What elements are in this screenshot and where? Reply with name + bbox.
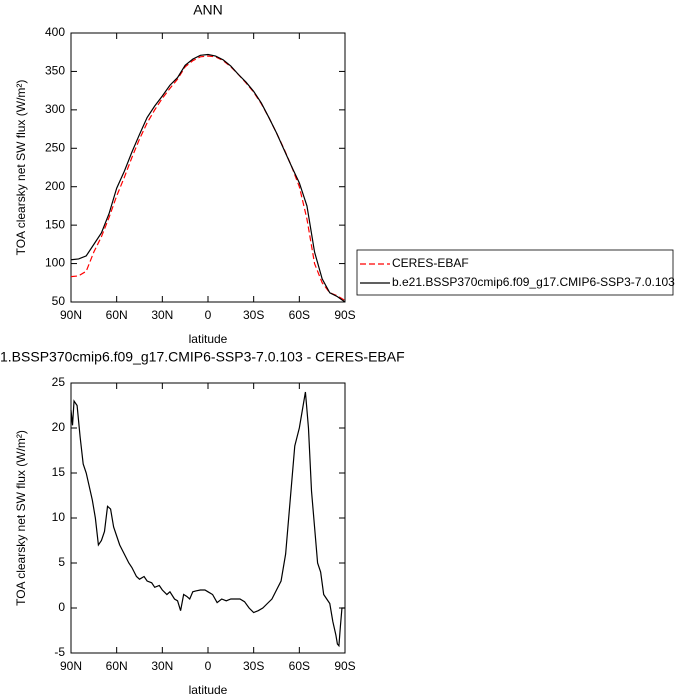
legend-label: b.e21.BSSP370cmip6.f09_g17.CMIP6-SSP3-7.… bbox=[392, 275, 675, 289]
y-tick-label: -5 bbox=[54, 645, 65, 659]
y-tick-label: 250 bbox=[45, 140, 65, 154]
legend-box bbox=[356, 249, 674, 296]
data-line bbox=[70, 55, 346, 301]
chart-title: ANN bbox=[193, 2, 223, 18]
x-tick-label: 0 bbox=[205, 659, 212, 673]
y-tick-label: 25 bbox=[52, 375, 66, 389]
legend-label: CERES-EBAF bbox=[392, 256, 469, 270]
y-tick-label: 5 bbox=[58, 555, 65, 569]
x-tick-label: 90S bbox=[334, 659, 355, 673]
y-tick-label: 20 bbox=[52, 420, 66, 434]
y-tick-label: 10 bbox=[52, 510, 66, 524]
y-tick-label: 200 bbox=[45, 179, 65, 193]
x-tick-label: 60S bbox=[289, 308, 310, 322]
x-tick-label: 60N bbox=[106, 659, 128, 673]
y-tick-label: 400 bbox=[45, 25, 65, 39]
x-tick-label: 90N bbox=[60, 659, 82, 673]
y-axis-label: TOA clearsky net SW flux (W/m²) bbox=[14, 430, 28, 606]
chart-title: 1.BSSP370cmip6.f09_g17.CMIP6-SSP3-7.0.10… bbox=[0, 349, 405, 365]
data-line bbox=[70, 53, 346, 303]
data-line bbox=[70, 391, 345, 648]
x-axis-label: latitude bbox=[189, 332, 228, 346]
x-tick-label: 60S bbox=[289, 659, 310, 673]
y-tick-label: 15 bbox=[52, 465, 66, 479]
x-tick-label: 90N bbox=[60, 308, 82, 322]
x-tick-label: 30N bbox=[151, 659, 173, 673]
y-tick-label: 50 bbox=[52, 294, 66, 308]
x-tick-label: 30S bbox=[243, 308, 264, 322]
legend: CERES-EBAF b.e21.BSSP370cmip6.f09_g17.CMI… bbox=[356, 249, 675, 296]
y-axis-label: TOA clearsky net SW flux (W/m²) bbox=[14, 80, 28, 256]
x-tick-label: 30S bbox=[243, 659, 264, 673]
y-tick-label: 350 bbox=[45, 64, 65, 78]
y-tick-label: 100 bbox=[45, 256, 65, 270]
x-tick-label: 60N bbox=[106, 308, 128, 322]
plot-frame bbox=[70, 32, 346, 303]
x-tick-label: 90S bbox=[334, 308, 355, 322]
x-tick-label: 0 bbox=[205, 308, 212, 322]
y-tick-label: 150 bbox=[45, 217, 65, 231]
y-tick-label: 0 bbox=[58, 600, 65, 614]
x-tick-label: 30N bbox=[151, 308, 173, 322]
x-axis-label: latitude bbox=[189, 683, 228, 697]
y-tick-label: 300 bbox=[45, 102, 65, 116]
